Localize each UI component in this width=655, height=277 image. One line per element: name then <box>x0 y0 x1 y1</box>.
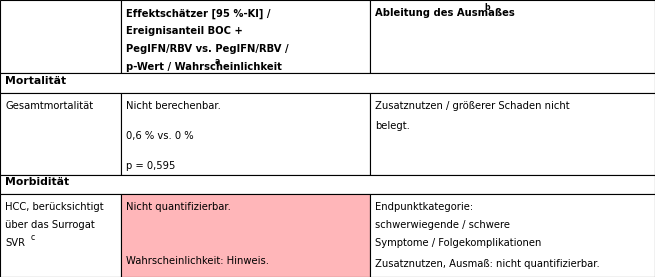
Text: Zusatznutzen / größerer Schaden nicht: Zusatznutzen / größerer Schaden nicht <box>375 101 570 111</box>
Text: PegIFN/RBV vs. PegIFN/RBV /: PegIFN/RBV vs. PegIFN/RBV / <box>126 44 289 54</box>
Text: Effektschätzer [95 %-KI] /: Effektschätzer [95 %-KI] / <box>126 8 271 19</box>
Bar <box>0 73 655 93</box>
Text: Wahrscheinlichkeit: Hinweis.: Wahrscheinlichkeit: Hinweis. <box>126 256 269 266</box>
Bar <box>121 93 370 175</box>
Text: Ableitung des Ausmaßes: Ableitung des Ausmaßes <box>375 8 515 18</box>
Text: c: c <box>30 233 34 242</box>
Bar <box>121 194 370 277</box>
Bar <box>0 175 655 194</box>
Text: b: b <box>485 3 491 12</box>
Text: a: a <box>215 57 220 66</box>
Bar <box>0 194 121 277</box>
Text: HCC, berücksichtigt: HCC, berücksichtigt <box>5 202 104 212</box>
Bar <box>370 194 655 277</box>
Text: SVR: SVR <box>5 238 26 248</box>
Text: p-Wert / Wahrscheinlichkeit: p-Wert / Wahrscheinlichkeit <box>126 62 282 72</box>
Text: Ereignisanteil BOC +: Ereignisanteil BOC + <box>126 26 243 36</box>
Text: Nicht quantifizierbar.: Nicht quantifizierbar. <box>126 202 231 212</box>
Text: über das Surrogat: über das Surrogat <box>5 220 95 230</box>
Bar <box>370 93 655 175</box>
Text: 0,6 % vs. 0 %: 0,6 % vs. 0 % <box>126 131 194 141</box>
Bar <box>0 0 121 73</box>
Text: p = 0,595: p = 0,595 <box>126 161 176 171</box>
Text: schwerwiegende / schwere: schwerwiegende / schwere <box>375 220 510 230</box>
Text: Mortalität: Mortalität <box>5 76 66 86</box>
Bar <box>121 0 370 73</box>
Text: Gesamtmortalität: Gesamtmortalität <box>5 101 94 111</box>
Text: Zusatznutzen, Ausmaß: nicht quantifizierbar.: Zusatznutzen, Ausmaß: nicht quantifizier… <box>375 259 600 269</box>
Bar <box>0 93 121 175</box>
Text: Morbidität: Morbidität <box>5 177 69 187</box>
Text: Symptome / Folgekomplikationen: Symptome / Folgekomplikationen <box>375 238 542 248</box>
Text: Nicht berechenbar.: Nicht berechenbar. <box>126 101 221 111</box>
Text: Endpunktkategorie:: Endpunktkategorie: <box>375 202 474 212</box>
Bar <box>370 0 655 73</box>
Text: belegt.: belegt. <box>375 121 410 131</box>
